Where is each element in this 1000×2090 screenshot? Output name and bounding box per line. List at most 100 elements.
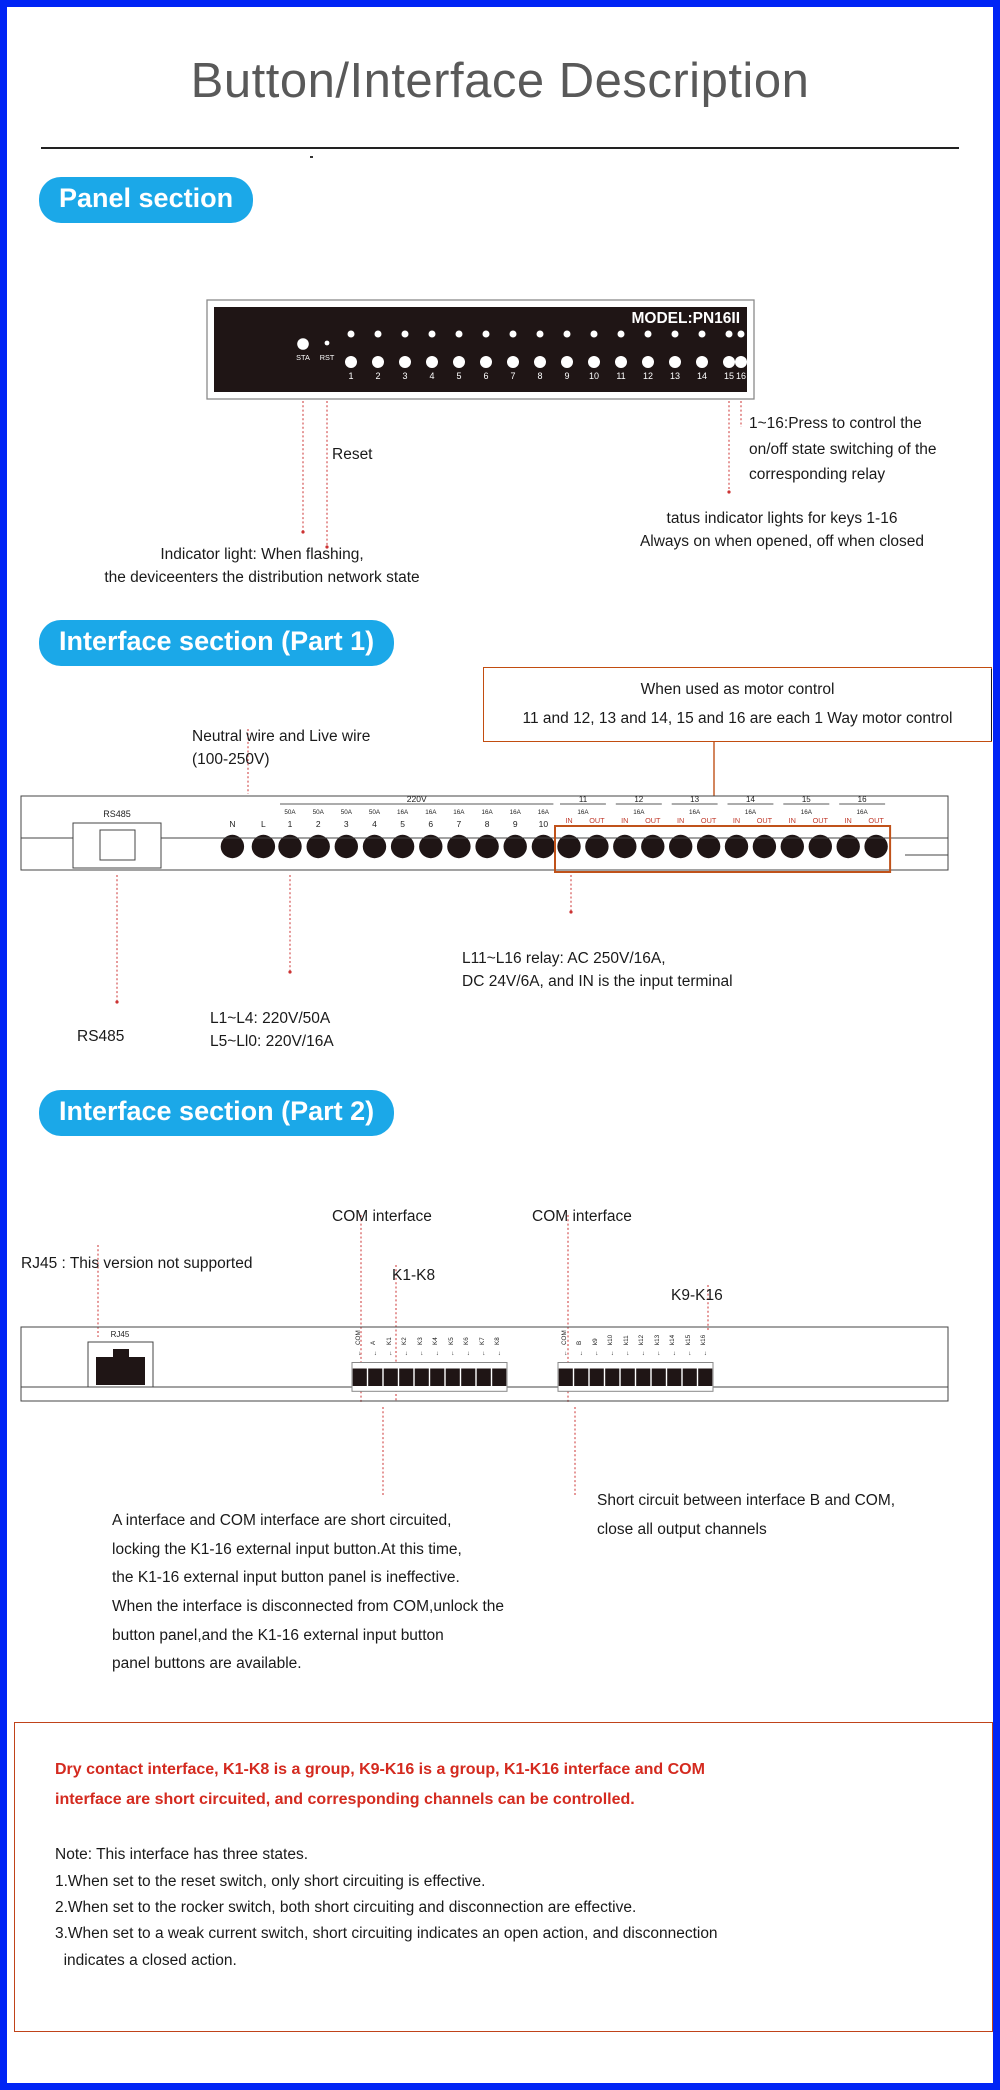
svg-text:8: 8 bbox=[537, 371, 542, 381]
svg-text:1: 1 bbox=[348, 371, 353, 381]
svg-text:K7: K7 bbox=[479, 1337, 486, 1345]
svg-text:16A: 16A bbox=[453, 809, 465, 816]
svg-text:OUT: OUT bbox=[868, 816, 884, 825]
svg-text:K6: K6 bbox=[463, 1337, 470, 1345]
svg-text:50A: 50A bbox=[313, 809, 325, 816]
svg-text:↓: ↓ bbox=[626, 1351, 629, 1357]
svg-text:7: 7 bbox=[457, 819, 462, 829]
svg-text:4: 4 bbox=[372, 819, 377, 829]
svg-text:B: B bbox=[576, 1341, 583, 1345]
svg-text:k14: k14 bbox=[669, 1334, 676, 1345]
svg-text:5: 5 bbox=[456, 371, 461, 381]
svg-text:↓: ↓ bbox=[420, 1351, 423, 1357]
svg-text:11: 11 bbox=[616, 371, 625, 381]
svg-text:1: 1 bbox=[288, 819, 293, 829]
svg-text:K2: K2 bbox=[401, 1337, 408, 1345]
svg-text:IN: IN bbox=[733, 816, 740, 825]
svg-text:220V: 220V bbox=[407, 794, 427, 804]
svg-text:k11: k11 bbox=[623, 1335, 630, 1345]
svg-text:↓: ↓ bbox=[657, 1351, 660, 1357]
svg-text:↓: ↓ bbox=[611, 1351, 614, 1357]
svg-text:IN: IN bbox=[565, 816, 572, 825]
svg-text:9: 9 bbox=[513, 819, 518, 829]
svg-text:10: 10 bbox=[589, 371, 599, 381]
svg-text:IN: IN bbox=[621, 816, 628, 825]
svg-text:COM: COM bbox=[355, 1330, 362, 1345]
svg-text:2: 2 bbox=[316, 819, 321, 829]
svg-text:↓: ↓ bbox=[389, 1351, 392, 1357]
svg-text:↓: ↓ bbox=[688, 1351, 691, 1357]
svg-text:14: 14 bbox=[697, 371, 707, 381]
svg-text:6: 6 bbox=[483, 371, 488, 381]
svg-text:↓: ↓ bbox=[467, 1351, 470, 1357]
svg-text:↓: ↓ bbox=[673, 1351, 676, 1357]
svg-text:↓: ↓ bbox=[704, 1351, 707, 1357]
svg-text:16A: 16A bbox=[801, 809, 813, 816]
svg-text:K4: K4 bbox=[432, 1337, 439, 1345]
svg-text:K5: K5 bbox=[448, 1337, 455, 1345]
svg-text:OUT: OUT bbox=[589, 816, 605, 825]
svg-text:↓: ↓ bbox=[564, 1351, 567, 1357]
svg-text:OUT: OUT bbox=[757, 816, 773, 825]
svg-text:OUT: OUT bbox=[813, 816, 829, 825]
svg-text:k10: k10 bbox=[607, 1334, 614, 1345]
svg-text:K1: K1 bbox=[386, 1337, 393, 1345]
svg-text:12: 12 bbox=[643, 371, 653, 381]
svg-text:50A: 50A bbox=[341, 809, 353, 816]
svg-text:OUT: OUT bbox=[701, 816, 717, 825]
svg-text:STA: STA bbox=[296, 353, 310, 362]
svg-text:↓: ↓ bbox=[374, 1351, 377, 1357]
svg-text:16A: 16A bbox=[481, 809, 493, 816]
svg-text:16: 16 bbox=[858, 795, 867, 804]
svg-text:15: 15 bbox=[802, 795, 811, 804]
svg-text:13: 13 bbox=[670, 371, 680, 381]
svg-text:↓: ↓ bbox=[451, 1351, 454, 1357]
svg-text:COM: COM bbox=[561, 1330, 568, 1345]
svg-text:9: 9 bbox=[564, 371, 569, 381]
svg-text:16A: 16A bbox=[856, 809, 868, 816]
svg-text:8: 8 bbox=[485, 819, 490, 829]
svg-text:OUT: OUT bbox=[645, 816, 661, 825]
svg-text:16: 16 bbox=[736, 371, 746, 381]
svg-text:↓: ↓ bbox=[498, 1351, 501, 1357]
svg-text:14: 14 bbox=[746, 795, 755, 804]
svg-text:MODEL:PN16II: MODEL:PN16II bbox=[631, 310, 740, 327]
svg-text:↓: ↓ bbox=[595, 1351, 598, 1357]
svg-text:k16: k16 bbox=[700, 1334, 707, 1345]
svg-text:k9: k9 bbox=[592, 1338, 599, 1345]
svg-text:50A: 50A bbox=[284, 809, 296, 816]
svg-text:2: 2 bbox=[375, 371, 380, 381]
svg-text:N: N bbox=[229, 819, 235, 829]
svg-text:16A: 16A bbox=[425, 809, 437, 816]
svg-text:3: 3 bbox=[344, 819, 349, 829]
svg-text:K3: K3 bbox=[417, 1337, 424, 1345]
svg-text:12: 12 bbox=[634, 795, 643, 804]
svg-text:10: 10 bbox=[539, 819, 549, 829]
svg-text:k15: k15 bbox=[685, 1334, 692, 1345]
svg-text:↓: ↓ bbox=[482, 1351, 485, 1357]
svg-text:k13: k13 bbox=[654, 1334, 661, 1345]
svg-text:13: 13 bbox=[690, 795, 699, 804]
svg-text:↓: ↓ bbox=[405, 1351, 408, 1357]
svg-text:7: 7 bbox=[510, 371, 515, 381]
svg-text:RS485: RS485 bbox=[103, 809, 131, 819]
svg-text:k12: k12 bbox=[638, 1334, 645, 1345]
svg-text:3: 3 bbox=[402, 371, 407, 381]
svg-text:K8: K8 bbox=[494, 1337, 501, 1345]
svg-text:6: 6 bbox=[428, 819, 433, 829]
svg-text:16A: 16A bbox=[577, 809, 589, 816]
svg-text:IN: IN bbox=[677, 816, 684, 825]
svg-text:RJ45: RJ45 bbox=[111, 1330, 130, 1339]
svg-text:16A: 16A bbox=[745, 809, 757, 816]
svg-text:↓: ↓ bbox=[642, 1351, 645, 1357]
svg-text:5: 5 bbox=[400, 819, 405, 829]
svg-text:RST: RST bbox=[320, 353, 335, 362]
svg-text:IN: IN bbox=[789, 816, 796, 825]
svg-text:A: A bbox=[370, 1340, 377, 1345]
svg-text:16A: 16A bbox=[633, 809, 645, 816]
svg-text:16A: 16A bbox=[538, 809, 550, 816]
svg-text:15: 15 bbox=[724, 371, 734, 381]
svg-text:4: 4 bbox=[429, 371, 434, 381]
svg-text:↓: ↓ bbox=[436, 1351, 439, 1357]
svg-text:↓: ↓ bbox=[580, 1351, 583, 1357]
